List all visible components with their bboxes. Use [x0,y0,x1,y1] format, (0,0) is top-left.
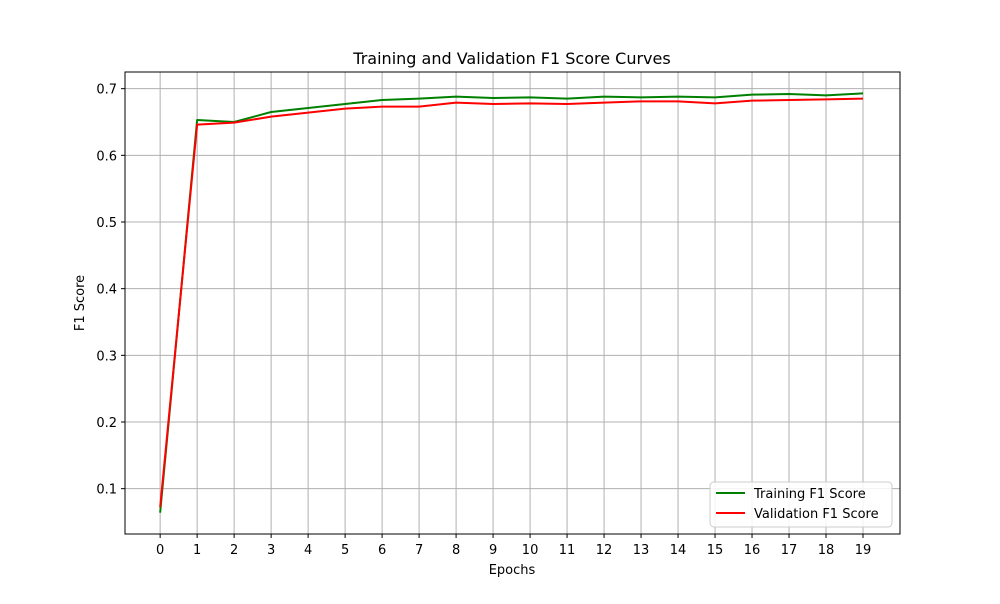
x-tick-label: 11 [559,543,576,558]
x-tick-label: 6 [378,543,386,558]
series-line-training [159,92,864,513]
y-axis-label: F1 Score [73,275,88,331]
y-tick-label: 0.3 [96,349,117,364]
x-tick-label: 8 [452,543,460,558]
x-tick-label: 9 [489,543,497,558]
legend-label-validation: Validation F1 Score [754,507,879,522]
x-tick-label: 0 [156,543,164,558]
x-axis-ticks: 0 1 2 3 4 5 6 7 8 9 10 11 12 13 14 15 16 17 18 19 [156,534,871,558]
x-tick-label: 15 [707,543,724,558]
chart-title: Training and Validation F1 Score Curves [352,49,670,68]
x-tick-label: 2 [230,543,238,558]
x-tick-label: 13 [633,543,650,558]
plot-frame [124,71,901,535]
x-axis-label: Epochs [489,563,536,578]
legend: Training F1 Score Validation F1 Score [709,481,893,528]
x-gridlines [159,72,864,534]
y-tick-label: 0.1 [96,483,117,498]
legend-label-training: Training F1 Score [753,487,866,502]
x-tick-label: 10 [522,543,539,558]
plot-area [125,72,900,534]
y-tick-label: 0.7 [96,83,117,98]
x-tick-label: 4 [304,543,312,558]
x-tick-label: 19 [855,543,872,558]
x-tick-label: 1 [193,543,201,558]
y-tick-label: 0.6 [96,149,117,164]
legend-box [709,481,893,528]
y-axis-ticks: 0.1 0.2 0.3 0.4 0.5 0.6 0.7 [96,83,125,498]
x-tick-label: 16 [744,543,761,558]
x-tick-label: 18 [818,543,835,558]
series-line-validation [159,97,864,508]
y-tick-label: 0.2 [96,416,117,431]
x-tick-label: 14 [670,543,687,558]
x-tick-label: 5 [341,543,349,558]
y-tick-label: 0.5 [96,216,117,231]
x-tick-label: 12 [596,543,613,558]
x-tick-label: 17 [781,543,798,558]
y-tick-label: 0.4 [96,283,117,298]
x-tick-label: 7 [415,543,423,558]
x-tick-label: 3 [267,543,275,558]
y-gridlines [125,88,900,490]
series-layer [159,92,864,513]
